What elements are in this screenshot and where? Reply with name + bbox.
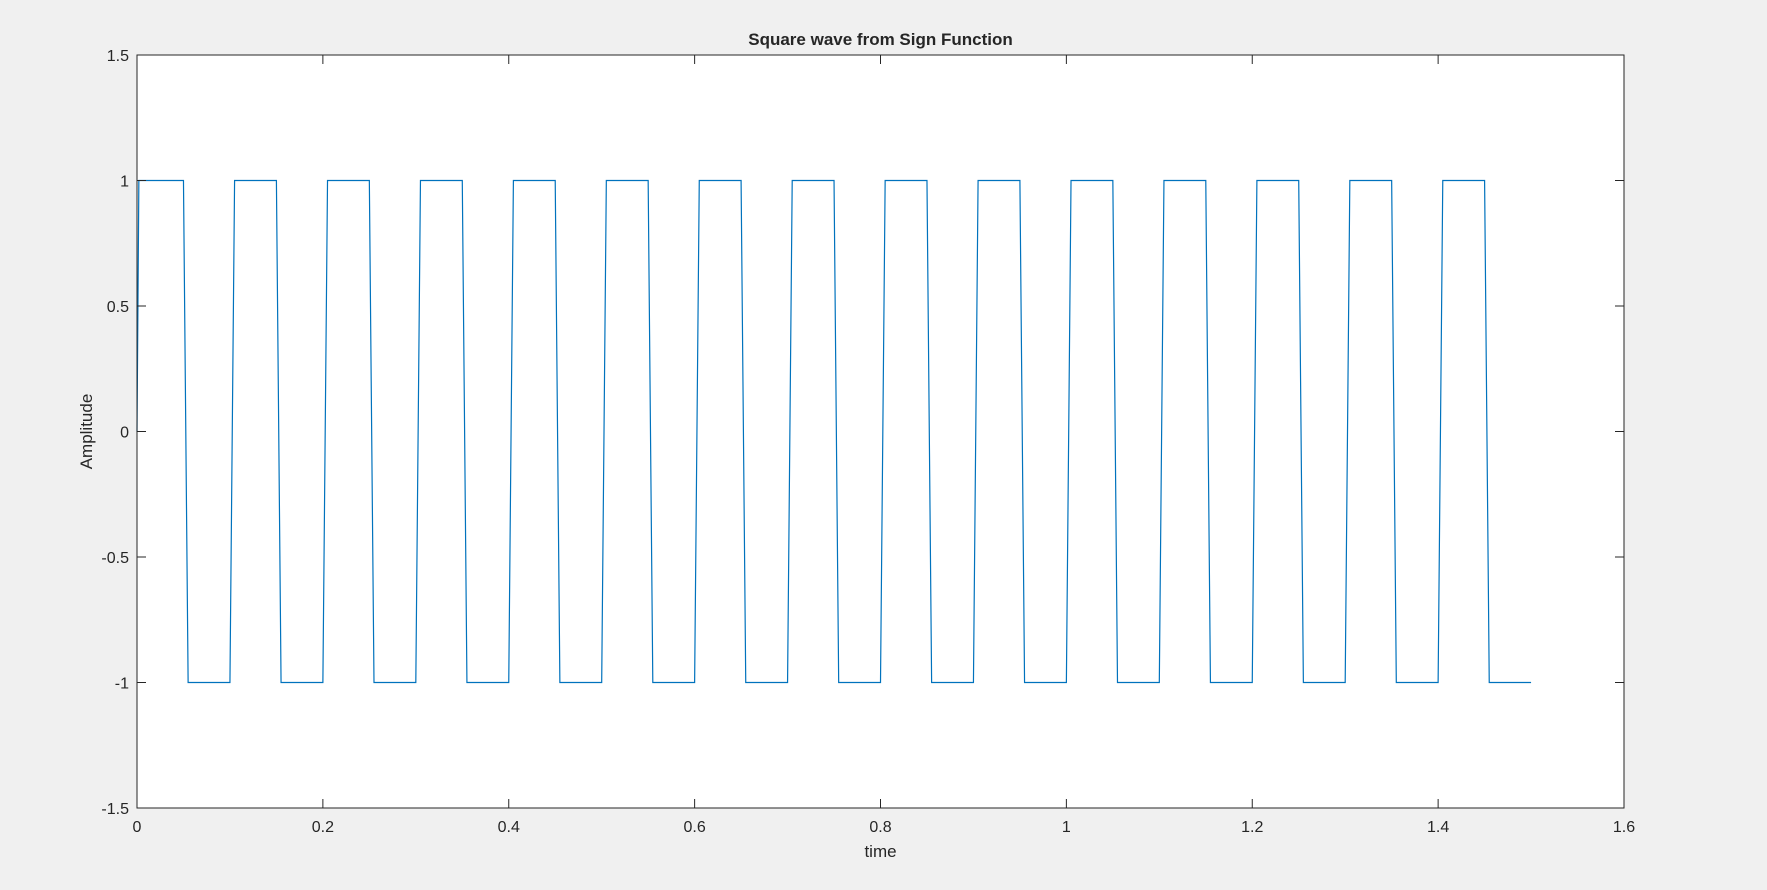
x-tick-label: 1 (1062, 819, 1071, 836)
plot-area (137, 55, 1624, 808)
y-tick-label: 0 (120, 425, 129, 442)
y-tick-label: -0.5 (101, 550, 129, 567)
x-axis-label: time (864, 842, 896, 861)
y-tick-label: 0.5 (107, 299, 129, 316)
tick-layer: 0 0.2 0.4 0.6 0.8 1 1.2 1.4 1.6 -1.5 -1 -0.5 0 0.5 1 1.… (101, 48, 1635, 836)
x-tick-label: 0.8 (869, 819, 891, 836)
x-tick-label: 1.6 (1613, 819, 1635, 836)
chart-title: Square wave from Sign Function (748, 30, 1012, 49)
y-axis-label: Amplitude (77, 394, 96, 470)
y-tick-label: 1 (120, 174, 129, 191)
series-layer (136, 179, 1532, 684)
x-tick-label: 0 (133, 819, 142, 836)
x-tick-label: 1.2 (1241, 819, 1263, 836)
y-tick-label: -1 (115, 676, 129, 693)
y-tick-label: -1.5 (101, 801, 129, 818)
x-tick-label: 1.4 (1427, 819, 1449, 836)
x-tick-label: 0.4 (498, 819, 520, 836)
x-tick-label: 0.2 (312, 819, 334, 836)
series-line (136, 179, 1532, 684)
x-tick-label: 0.6 (684, 819, 706, 836)
y-tick-label: 1.5 (107, 48, 129, 65)
